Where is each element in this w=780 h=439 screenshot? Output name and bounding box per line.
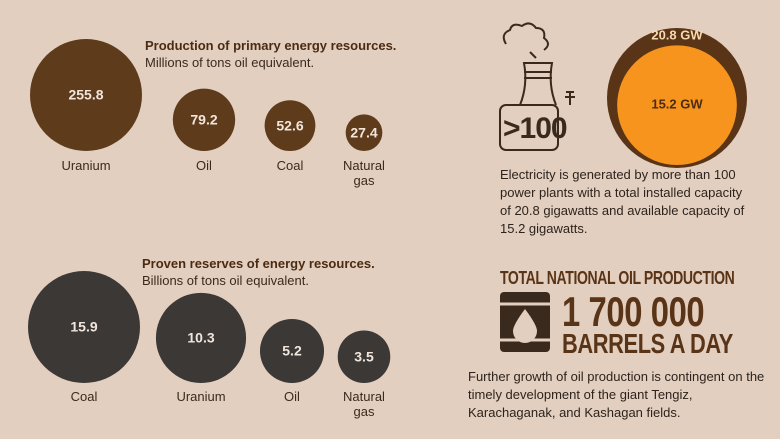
cooling-tower [519, 62, 557, 106]
capacity-bubble [617, 45, 737, 166]
smoke [529, 51, 537, 59]
bubble [264, 100, 316, 151]
category-label: Oil [284, 389, 300, 404]
pylon [565, 91, 575, 105]
category-label: Uranium [176, 389, 226, 404]
category-label: Natural gas [343, 158, 385, 188]
oil-figure: 1 700 000 [562, 288, 705, 335]
oil-text: Further growth of oil production is cont… [468, 369, 765, 420]
category-label: Coal [70, 389, 98, 404]
category-label: Uranium [61, 158, 111, 173]
bubble [259, 318, 325, 383]
plant-box [499, 104, 559, 151]
chart-title: Production of primary energy resources. [145, 38, 397, 53]
power-plant-icon [499, 22, 575, 151]
bubble [172, 88, 236, 151]
oil-barrel-icon [500, 292, 550, 352]
electricity-text: Electricity is generated by more than 10… [500, 167, 745, 236]
value-label: 20.8 GW [651, 27, 703, 42]
bubble [337, 330, 391, 383]
value-label: 27.4 [350, 124, 377, 140]
value-label: 3.5 [354, 348, 374, 364]
value-label: 5.2 [282, 343, 302, 359]
bubble [28, 271, 140, 383]
oil-heading: TOTAL NATIONAL OIL PRODUCTION [500, 268, 735, 288]
bubble [345, 114, 383, 151]
chart-subtitle: Millions of tons oil equivalent. [145, 55, 315, 70]
value-label: 79.2 [190, 112, 217, 128]
value-label: 255.8 [68, 87, 103, 103]
value-label: 15.9 [70, 319, 97, 335]
chart-title: Proven reserves of energy resources. [142, 256, 375, 271]
category-label: Oil [196, 158, 212, 173]
smoke [502, 22, 549, 51]
plant-count: >100 [503, 112, 568, 145]
category-label: Natural gas [343, 389, 385, 419]
oil-drop [513, 309, 537, 343]
value-label: 52.6 [276, 117, 303, 133]
chart-subtitle: Billions of tons oil equivalent. [142, 273, 309, 288]
value-label: 15.2 GW [651, 97, 703, 112]
oil-unit: BARRELS A DAY [562, 328, 733, 359]
bubble [155, 292, 247, 383]
value-label: 10.3 [187, 330, 214, 346]
category-label: Coal [276, 158, 304, 173]
bubble [30, 39, 142, 151]
